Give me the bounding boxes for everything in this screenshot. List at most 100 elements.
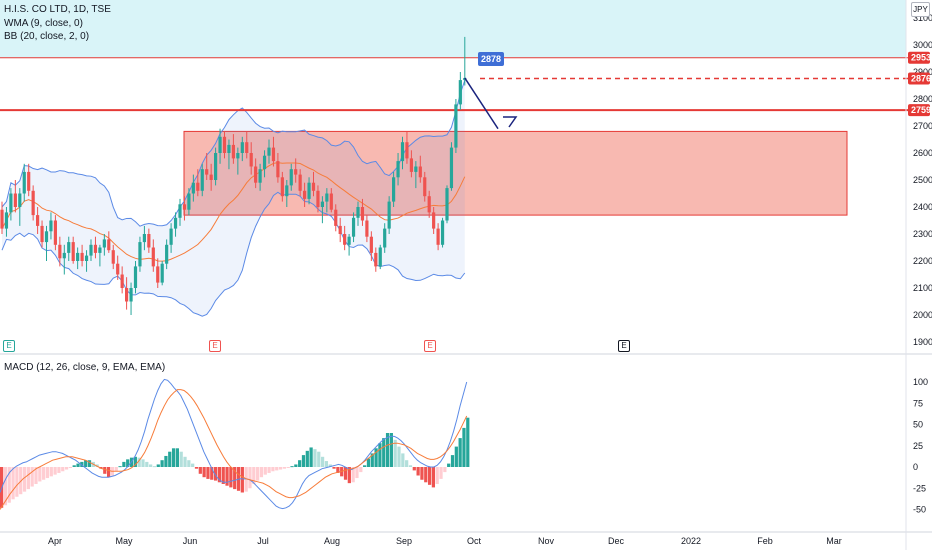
candle-body	[267, 147, 271, 156]
candle-body	[4, 212, 9, 229]
macd-histogram-bar	[439, 467, 443, 479]
candle-body	[298, 174, 302, 191]
macd-histogram-bar	[313, 449, 317, 467]
y-tick-label: 2300	[913, 229, 932, 239]
candle-body	[218, 136, 222, 153]
candle	[102, 234, 106, 256]
candle-body	[427, 196, 431, 213]
candle	[98, 244, 102, 267]
y-tick-label: 3100	[913, 13, 932, 23]
candle	[76, 247, 80, 270]
candle-body	[245, 142, 249, 153]
macd-histogram-bar	[305, 450, 309, 467]
macd-y-tick-label: 75	[913, 398, 923, 408]
candle-body	[392, 177, 396, 202]
macd-histogram-bar	[397, 446, 401, 467]
candle	[418, 155, 422, 183]
currency-label[interactable]: JPY	[911, 2, 930, 17]
candle	[432, 207, 436, 234]
candle	[187, 188, 191, 216]
candle-body	[254, 166, 258, 183]
price-tag-label: 2876	[911, 73, 931, 83]
macd-histogram-bar	[309, 447, 313, 467]
macd-histogram-bar	[462, 427, 466, 467]
earnings-event-marker[interactable]: E	[3, 340, 15, 352]
candle	[405, 131, 409, 164]
macd-histogram-bar	[68, 467, 73, 468]
candle	[427, 190, 431, 218]
earnings-event-marker[interactable]: E	[618, 340, 630, 352]
price-callout	[478, 52, 504, 66]
earnings-event-marker[interactable]: E	[424, 340, 436, 352]
price-tag	[908, 51, 930, 64]
price-tag-label: 2759	[911, 105, 931, 115]
symbol-title: H.I.S. CO LTD, 1D, TSE	[4, 4, 111, 15]
candle	[120, 266, 124, 294]
bb-lower-line	[1, 191, 466, 317]
macd-histogram-bar	[401, 453, 405, 467]
candle	[458, 72, 462, 110]
y-tick-label: 2600	[913, 148, 932, 158]
macd-histogram-bar	[168, 451, 172, 467]
candle-body	[303, 190, 307, 199]
macd-histogram-bar	[259, 467, 264, 478]
macd-histogram-bar	[370, 453, 374, 467]
macd-histogram-bar	[363, 465, 367, 467]
candle-body	[173, 217, 178, 229]
candle-body	[338, 225, 342, 234]
macd-histogram-bar	[229, 467, 233, 488]
macd-histogram-bar	[30, 467, 34, 487]
candle-body	[147, 234, 151, 248]
macd-histogram-bar	[210, 467, 214, 480]
macd-histogram-bar	[336, 467, 340, 473]
macd-histogram-bar	[57, 467, 61, 473]
macd-histogram-bar	[152, 466, 157, 468]
candle-body	[84, 255, 89, 261]
candle-body	[454, 104, 458, 148]
candle	[271, 136, 276, 167]
x-tick-label: May	[115, 536, 133, 546]
candle-body	[40, 225, 44, 243]
price-tag	[908, 104, 930, 117]
candle	[27, 163, 31, 197]
candle	[436, 223, 440, 251]
macd-histogram-bar	[263, 467, 267, 475]
macd-legend: MACD (12, 26, close, 9, EMA, EMA)	[4, 362, 166, 373]
candle	[49, 212, 53, 240]
candle	[147, 228, 151, 253]
candle	[116, 255, 120, 280]
candle	[80, 244, 84, 267]
price-tag-label: 2953	[911, 53, 931, 63]
candle	[53, 215, 57, 251]
macd-histogram-bar	[301, 455, 306, 467]
candle-body	[182, 204, 187, 210]
macd-y-tick-label: 0	[913, 462, 918, 472]
candle-body	[351, 217, 356, 237]
macd-histogram-bar	[343, 467, 348, 480]
candle	[173, 212, 178, 237]
candle	[89, 239, 93, 261]
macd-histogram-bar	[179, 451, 183, 467]
candle	[209, 163, 213, 191]
candle-body	[80, 252, 84, 261]
candle	[343, 225, 347, 251]
x-tick-label: Apr	[48, 536, 62, 546]
candle	[31, 185, 35, 221]
candle	[205, 153, 209, 180]
macd-y-tick-label: 25	[913, 441, 923, 451]
macd-y-tick-label: 100	[913, 377, 928, 387]
candle	[236, 147, 240, 175]
macd-histogram-bar	[351, 467, 355, 483]
candle	[240, 136, 244, 162]
macd-histogram-bar	[175, 448, 179, 467]
macd-histogram-bar	[424, 467, 428, 483]
candle-body	[98, 247, 102, 253]
macd-histogram-bar	[286, 467, 290, 468]
macd-histogram-bar	[355, 467, 359, 479]
x-tick-label: Aug	[324, 536, 340, 546]
y-tick-label: 2100	[913, 283, 932, 293]
candle	[62, 244, 66, 275]
y-tick-label: 2200	[913, 256, 932, 266]
earnings-event-marker[interactable]: E	[209, 340, 221, 352]
